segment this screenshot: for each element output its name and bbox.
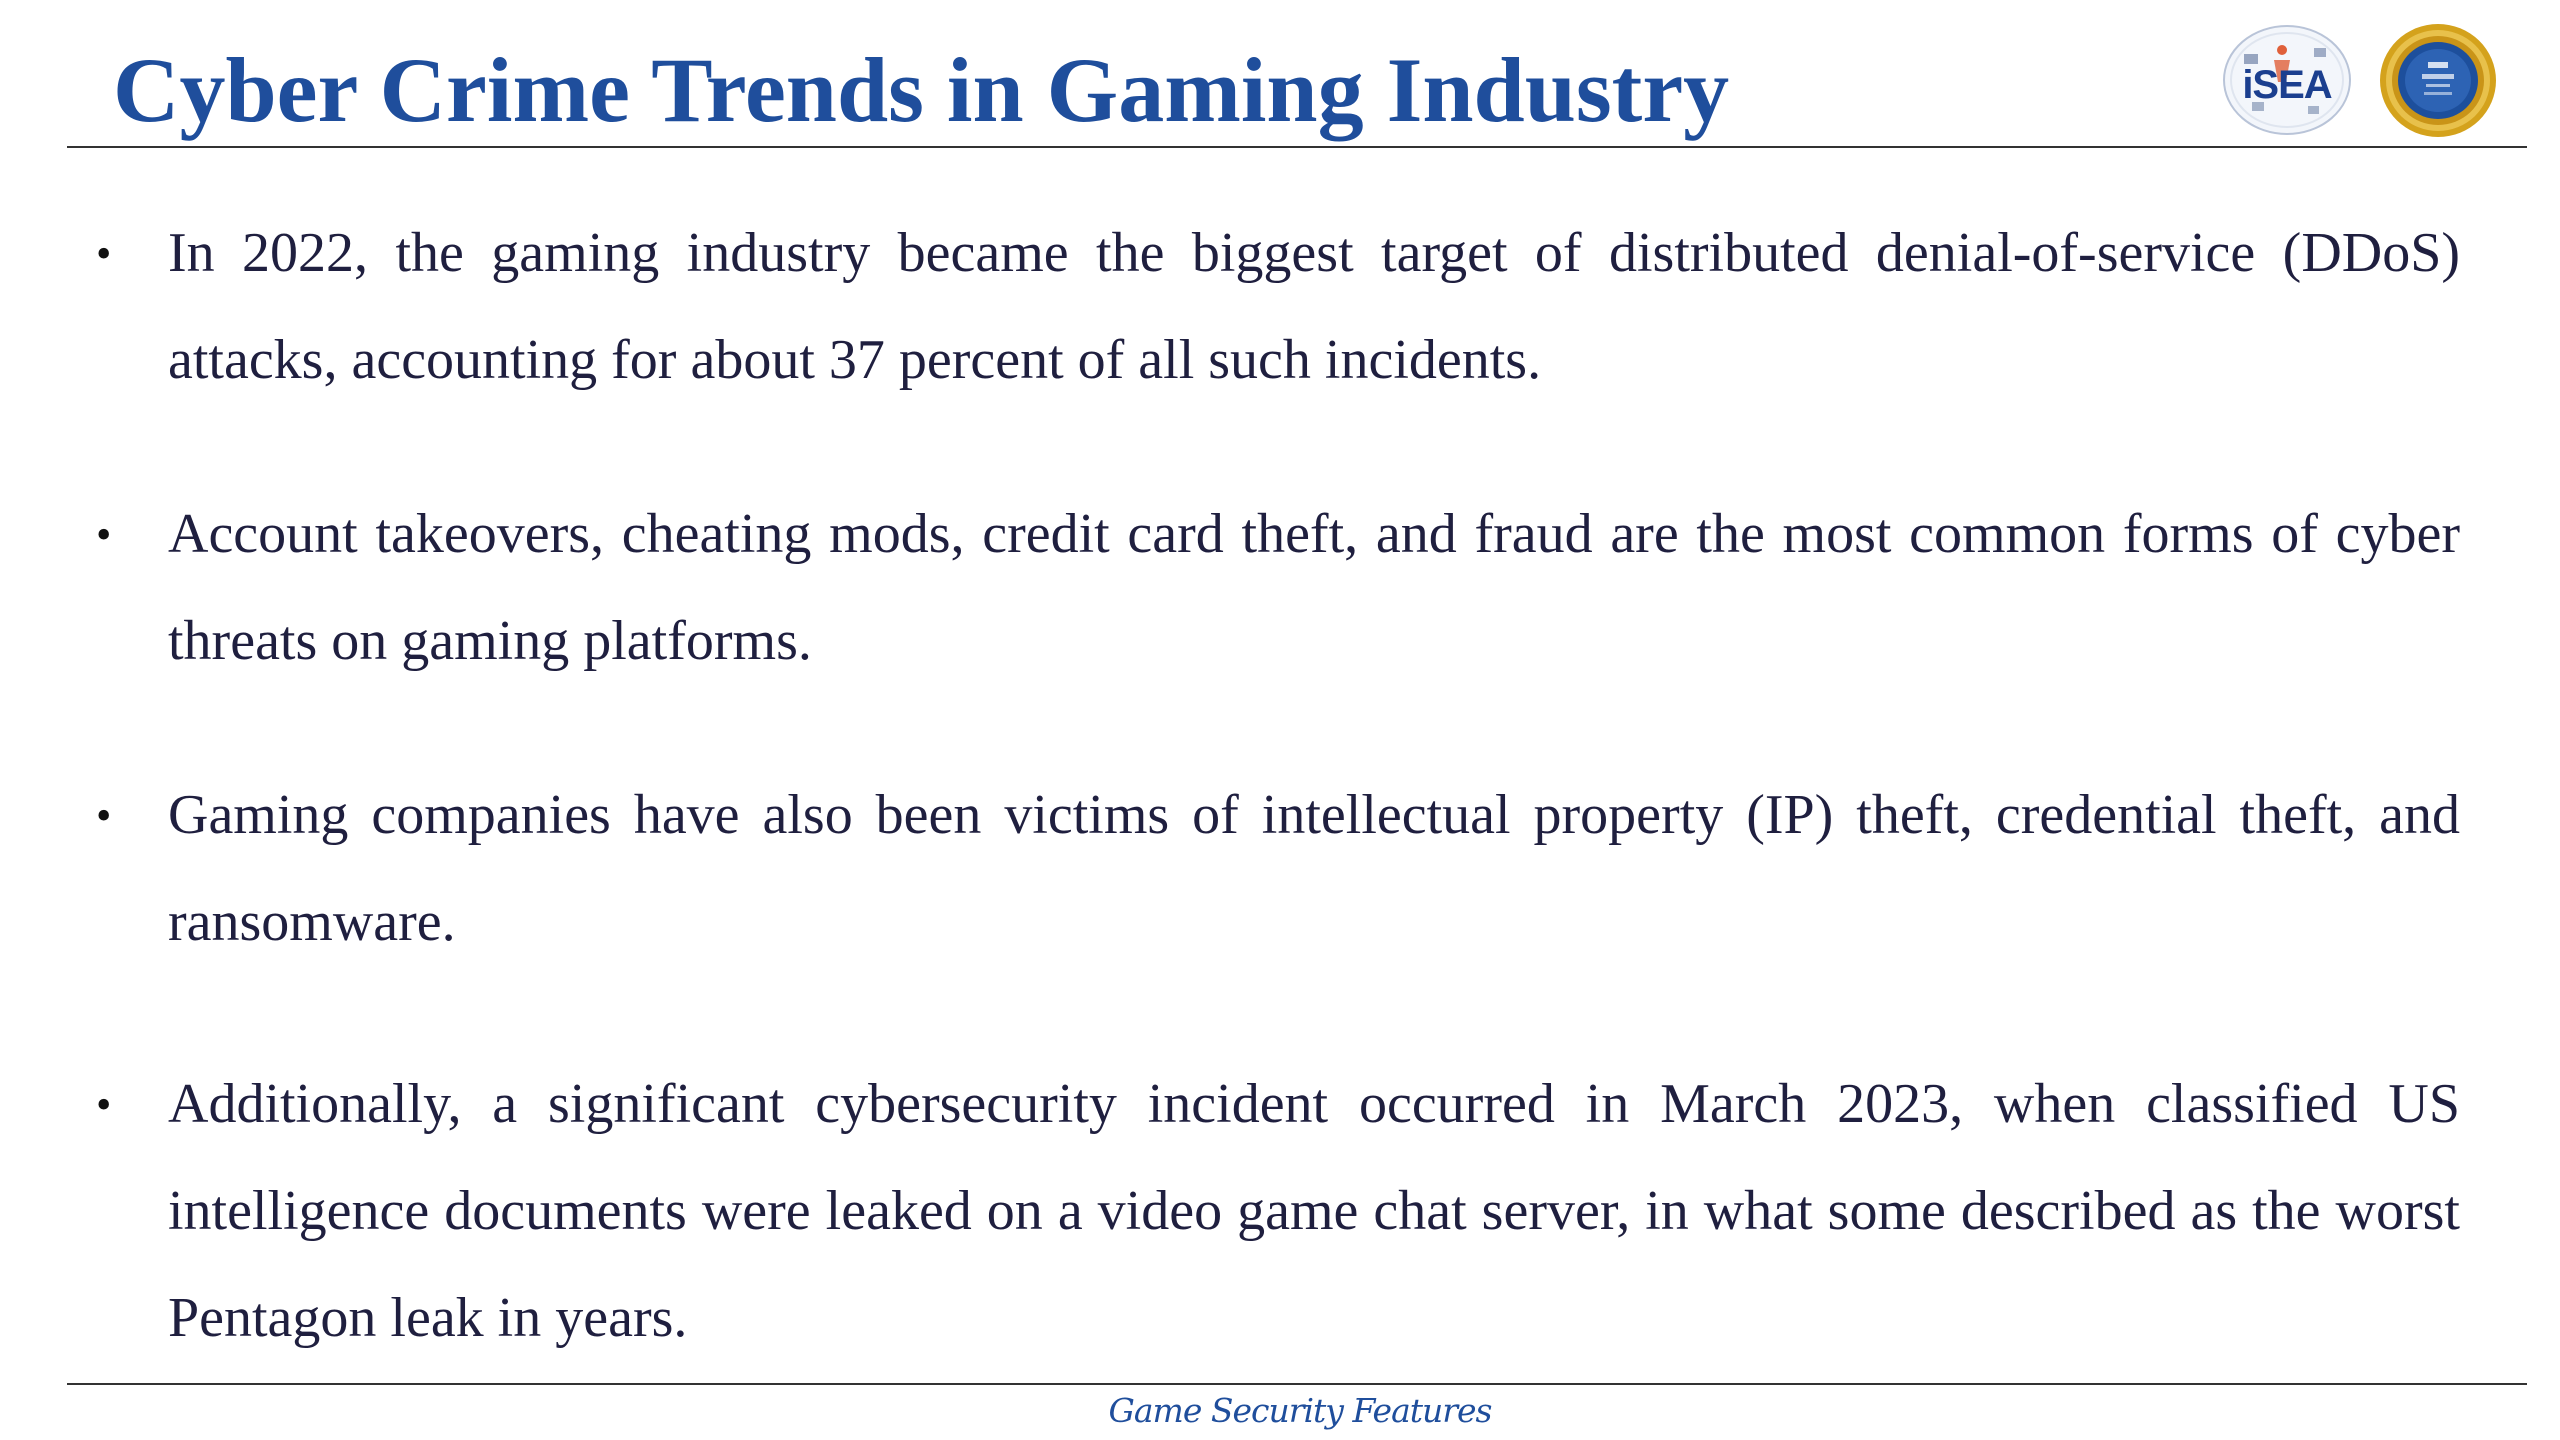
bullet-dot: • [96, 791, 112, 840]
isea-logo-text: iSEA [2242, 63, 2331, 107]
isea-logo: iSEA [2223, 25, 2351, 135]
bullet-list: • In 2022, the gaming industry became th… [90, 200, 2460, 1372]
bullet-dot: • [96, 1080, 112, 1129]
bullet-item: • Gaming companies have also been victim… [90, 762, 2460, 976]
footer-text: Game Security Features [1108, 1391, 1493, 1430]
header-divider [67, 146, 2527, 148]
seal-logo [2380, 24, 2496, 137]
bullet-text: Account takeovers, cheating mods, credit… [168, 503, 2460, 672]
bullet-dot: • [96, 510, 112, 559]
bullet-text: Additionally, a significant cybersecurit… [168, 1073, 2460, 1349]
bullet-item: • Additionally, a significant cybersecur… [90, 1051, 2460, 1372]
bullet-dot: • [96, 229, 112, 278]
footer-divider [67, 1383, 2527, 1385]
bullet-text: Gaming companies have also been victims … [168, 784, 2460, 953]
bullet-text: In 2022, the gaming industry became the … [168, 222, 2460, 391]
bullet-item: • In 2022, the gaming industry became th… [90, 200, 2460, 414]
bullet-item: • Account takeovers, cheating mods, cred… [90, 481, 2460, 695]
slide-title: Cyber Crime Trends in Gaming Industry [113, 39, 1730, 141]
